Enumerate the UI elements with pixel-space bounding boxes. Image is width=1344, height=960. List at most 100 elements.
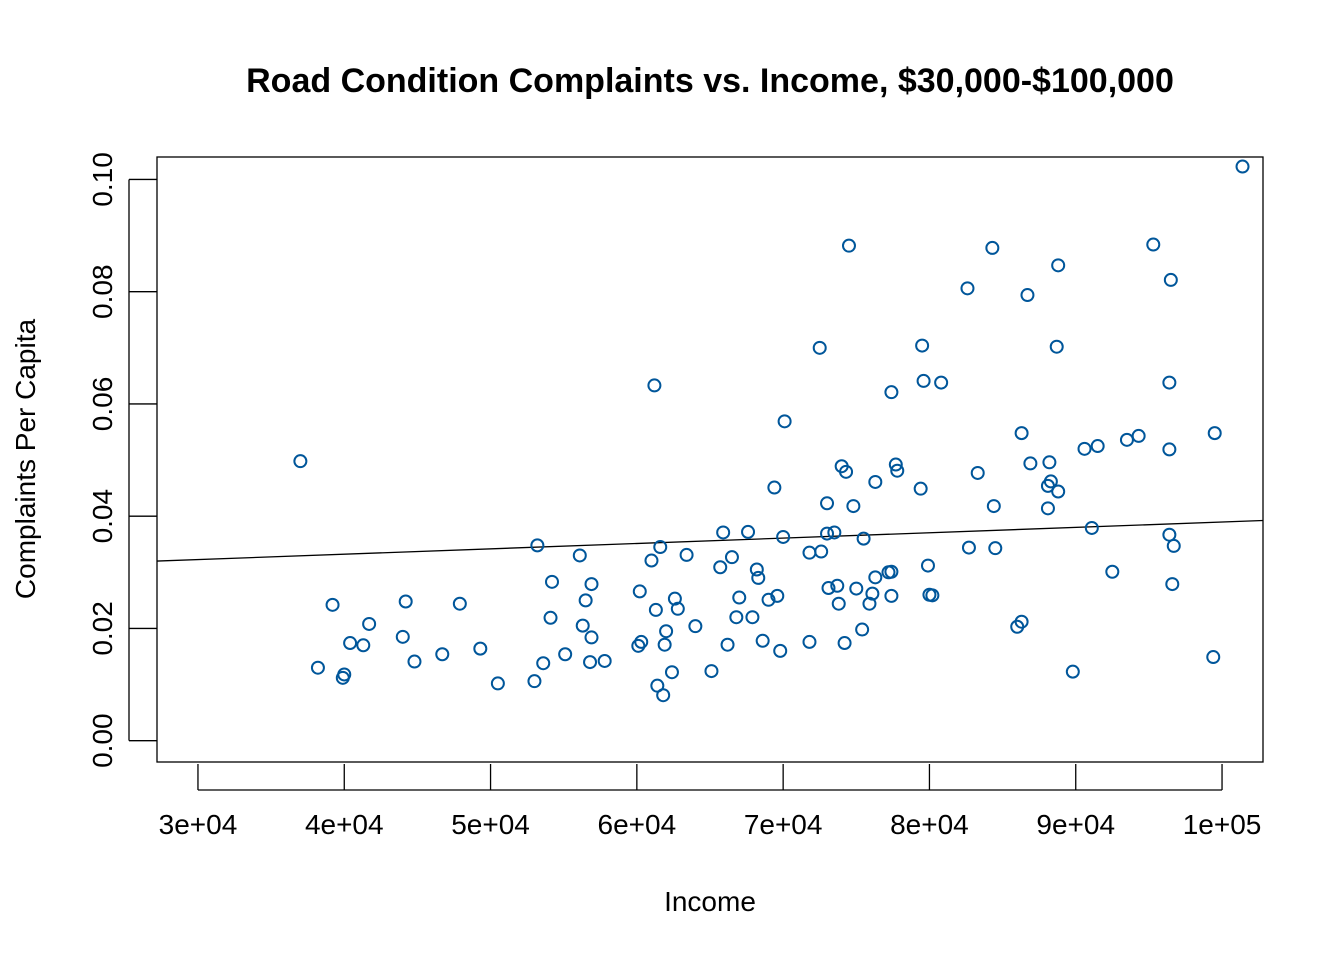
data-point xyxy=(761,592,776,607)
data-point xyxy=(659,624,674,639)
data-point xyxy=(988,541,1003,556)
data-point xyxy=(916,373,931,388)
data-point xyxy=(1163,272,1178,287)
data-point xyxy=(407,654,422,669)
data-points xyxy=(293,159,1250,703)
data-point xyxy=(653,540,668,555)
x-axis: 3e+04 4e+04 5e+04 6e+04 7e+04 8e+04 9e+04 1e+05 xyxy=(159,764,1262,840)
chart-title: Road Condition Complaints vs. Income, $3… xyxy=(246,62,1174,100)
data-point xyxy=(767,480,782,495)
data-point xyxy=(814,544,829,559)
data-point xyxy=(777,414,792,429)
data-point xyxy=(831,596,846,611)
data-point xyxy=(527,674,542,689)
data-point xyxy=(1165,577,1180,592)
data-point xyxy=(720,637,735,652)
data-point xyxy=(1014,426,1029,441)
data-point xyxy=(868,570,883,585)
y-axis-label: Complaints Per Capita xyxy=(10,319,41,600)
data-point xyxy=(724,550,739,565)
data-point xyxy=(656,688,671,703)
data-point xyxy=(657,637,672,652)
data-point xyxy=(597,653,612,668)
data-point xyxy=(1105,564,1120,579)
data-point xyxy=(293,454,308,469)
data-point xyxy=(1084,520,1099,535)
data-point xyxy=(934,375,949,390)
data-point xyxy=(884,385,899,400)
data-point xyxy=(1090,439,1105,454)
data-point xyxy=(741,524,756,539)
data-point xyxy=(1207,426,1222,441)
data-point xyxy=(849,581,864,596)
y-tick-label: 0.08 xyxy=(87,264,118,319)
data-point xyxy=(913,481,928,496)
data-point xyxy=(986,499,1001,514)
data-point xyxy=(839,464,854,479)
data-point xyxy=(704,664,719,679)
x-tick-label: 7e+04 xyxy=(744,809,823,840)
data-point xyxy=(1051,484,1066,499)
data-point xyxy=(536,656,551,671)
data-point xyxy=(647,378,662,393)
data-point xyxy=(890,463,905,478)
x-tick-label: 9e+04 xyxy=(1036,809,1115,840)
data-point xyxy=(773,643,788,658)
data-point xyxy=(325,597,340,612)
data-point xyxy=(884,588,899,603)
x-tick-label: 5e+04 xyxy=(451,809,530,840)
data-point xyxy=(530,538,545,553)
regression-line xyxy=(156,519,1264,562)
data-point xyxy=(821,581,836,596)
data-point xyxy=(1162,442,1177,457)
x-tick-label: 6e+04 xyxy=(598,809,677,840)
data-point xyxy=(732,590,747,605)
data-point xyxy=(1162,375,1177,390)
data-point xyxy=(855,622,870,637)
data-point xyxy=(1014,614,1029,629)
data-point xyxy=(337,667,352,682)
data-point xyxy=(776,529,791,544)
data-point xyxy=(841,238,856,253)
y-tick-label: 0.10 xyxy=(87,152,118,207)
data-point xyxy=(543,610,558,625)
data-point xyxy=(961,540,976,555)
y-tick-label: 0.00 xyxy=(87,713,118,768)
data-point xyxy=(490,676,505,691)
data-point xyxy=(820,526,835,541)
data-point xyxy=(865,586,880,601)
x-tick-label: 1e+05 xyxy=(1183,809,1262,840)
data-point xyxy=(1040,501,1055,516)
data-point xyxy=(679,547,694,562)
data-point xyxy=(452,596,467,611)
data-point xyxy=(644,553,659,568)
data-point xyxy=(868,474,883,489)
data-point xyxy=(583,655,598,670)
y-tick-label: 0.02 xyxy=(87,601,118,656)
data-point xyxy=(713,560,728,575)
data-point xyxy=(688,619,703,634)
data-point xyxy=(846,499,861,514)
data-point xyxy=(473,641,488,656)
data-point xyxy=(770,588,785,603)
data-point xyxy=(888,457,903,472)
data-point xyxy=(395,629,410,644)
data-point xyxy=(915,338,930,353)
data-point xyxy=(1119,432,1134,447)
data-point xyxy=(578,593,593,608)
data-point xyxy=(1146,237,1161,252)
data-point xyxy=(755,633,770,648)
data-point xyxy=(1077,441,1092,456)
data-point xyxy=(545,574,559,589)
data-point xyxy=(827,525,842,540)
x-tick-label: 8e+04 xyxy=(890,809,969,840)
data-point xyxy=(1023,456,1038,471)
data-point xyxy=(648,602,663,617)
y-tick-label: 0.04 xyxy=(87,489,118,544)
data-point xyxy=(664,665,679,680)
data-point xyxy=(751,570,766,585)
data-point xyxy=(634,634,649,649)
data-point xyxy=(435,647,450,662)
x-axis-label: Income xyxy=(664,886,756,917)
data-point xyxy=(1206,650,1221,665)
